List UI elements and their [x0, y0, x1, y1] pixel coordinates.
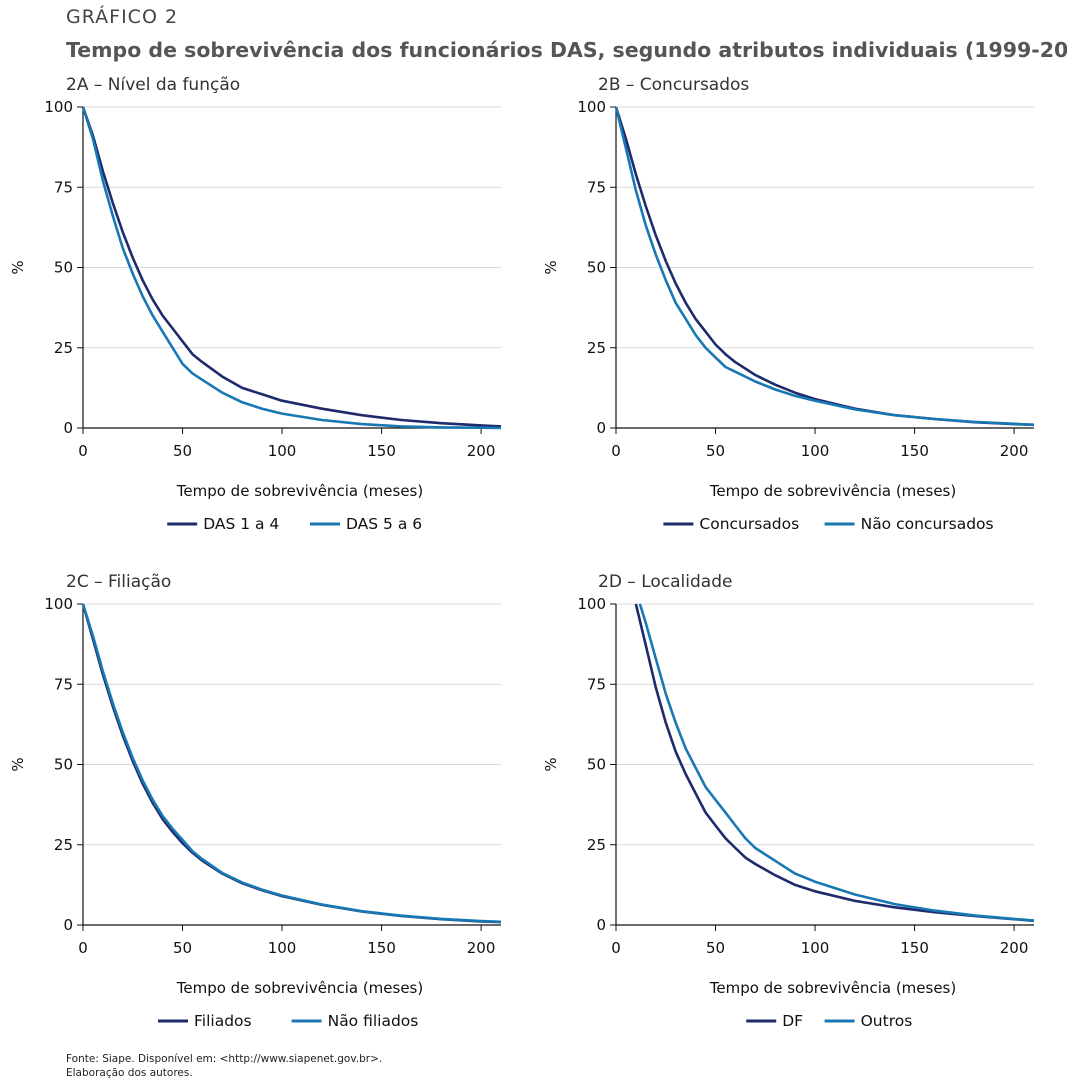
chart-subtitle: 2B – Concursados: [598, 75, 749, 95]
legend-label: Não concursados: [861, 515, 994, 533]
y-tick-label: 100: [44, 595, 73, 613]
figure-footer: Fonte: Siape. Disponível em: <http://www…: [66, 1052, 382, 1080]
x-tick-label: 100: [801, 442, 830, 460]
x-tick-label: 150: [900, 939, 929, 957]
x-axis-label: Tempo de sobrevivência (meses): [709, 482, 956, 500]
y-tick-label: 25: [587, 836, 606, 854]
y-tick-label: 75: [587, 675, 606, 693]
x-tick-label: 50: [706, 442, 725, 460]
y-tick-label: 75: [587, 178, 606, 196]
x-tick-label: 150: [367, 442, 396, 460]
x-tick-label: 150: [367, 939, 396, 957]
chart-subtitle: 2A – Nível da função: [66, 75, 240, 95]
y-tick-label: 25: [587, 339, 606, 357]
figure-title: Tempo de sobrevivência dos funcionários …: [66, 38, 1067, 62]
legend-label: DF: [782, 1012, 803, 1030]
series-line-secondary: [638, 603, 1035, 922]
x-tick-label: 50: [706, 939, 725, 957]
figure-kicker: GRÁFICO 2: [66, 6, 179, 28]
y-tick-label: 50: [54, 259, 73, 277]
source-note: Fonte: Siape. Disponível em: <http://www…: [66, 1053, 383, 1065]
legend-label: Outros: [861, 1012, 913, 1030]
author-note: Elaboração dos autores.: [66, 1067, 193, 1079]
chart-panel-1: 2A – Nível da função 0 25 50 75 100 0 50 100 150 2…: [9, 75, 502, 533]
legend-label: Concursados: [699, 515, 799, 533]
y-tick-label: 50: [587, 259, 606, 277]
x-axis-label: Tempo de sobrevivência (meses): [176, 979, 423, 997]
y-tick-label: 75: [54, 178, 73, 196]
y-tick-label: 0: [596, 916, 606, 934]
x-tick-label: 100: [268, 442, 297, 460]
x-axis-label: Tempo de sobrevivência (meses): [176, 482, 423, 500]
y-tick-label: 25: [54, 836, 73, 854]
y-tick-label: 50: [587, 756, 606, 774]
series-line-primary: [614, 106, 1035, 427]
x-tick-label: 50: [173, 939, 192, 957]
chart-subtitle: 2D – Localidade: [598, 572, 732, 592]
y-tick-label: 25: [54, 339, 73, 357]
series-line-secondary: [81, 603, 502, 924]
x-tick-label: 100: [801, 939, 830, 957]
chart-subtitle: 2C – Filiação: [66, 572, 171, 592]
x-tick-label: 0: [78, 442, 88, 460]
x-tick-label: 0: [78, 939, 88, 957]
series-line-secondary: [81, 106, 502, 430]
y-tick-label: 0: [63, 916, 73, 934]
series-line-primary: [634, 603, 1035, 923]
x-tick-label: 0: [611, 939, 621, 957]
chart-panel-3: 2C – Filiação 0 25 50 75 100 0 50 100 150 200 Tempo…: [9, 572, 502, 1030]
legend-label: DAS 1 a 4: [203, 515, 279, 533]
x-tick-label: 100: [268, 939, 297, 957]
y-axis-label: %: [9, 757, 27, 771]
y-tick-label: 100: [577, 595, 606, 613]
x-tick-label: 200: [1000, 939, 1029, 957]
y-axis-label: %: [9, 260, 27, 274]
y-tick-label: 0: [63, 419, 73, 437]
y-tick-label: 75: [54, 675, 73, 693]
y-tick-label: 100: [577, 98, 606, 116]
x-tick-label: 150: [900, 442, 929, 460]
y-axis-label: %: [542, 757, 560, 771]
chart-panel-2: 2B – Concursados 0 25 50 75 100 0 50 100 150 200 Te…: [542, 75, 1035, 533]
legend-label: Não filiados: [328, 1012, 419, 1030]
x-tick-label: 200: [467, 442, 496, 460]
x-tick-label: 200: [467, 939, 496, 957]
series-line-primary: [81, 603, 502, 924]
x-tick-label: 0: [611, 442, 621, 460]
x-tick-label: 50: [173, 442, 192, 460]
legend-label: DAS 5 a 6: [346, 515, 422, 533]
y-tick-label: 50: [54, 756, 73, 774]
x-tick-label: 200: [1000, 442, 1029, 460]
series-line-secondary: [614, 106, 1035, 427]
y-tick-label: 100: [44, 98, 73, 116]
chart-panel-4: 2D – Localidade 0 25 50 75 100 0 50 100 150 200 Tem…: [542, 572, 1035, 1030]
x-axis-label: Tempo de sobrevivência (meses): [709, 979, 956, 997]
y-tick-label: 0: [596, 419, 606, 437]
y-axis-label: %: [542, 260, 560, 274]
legend-label: Filiados: [194, 1012, 252, 1030]
series-line-primary: [81, 106, 502, 428]
